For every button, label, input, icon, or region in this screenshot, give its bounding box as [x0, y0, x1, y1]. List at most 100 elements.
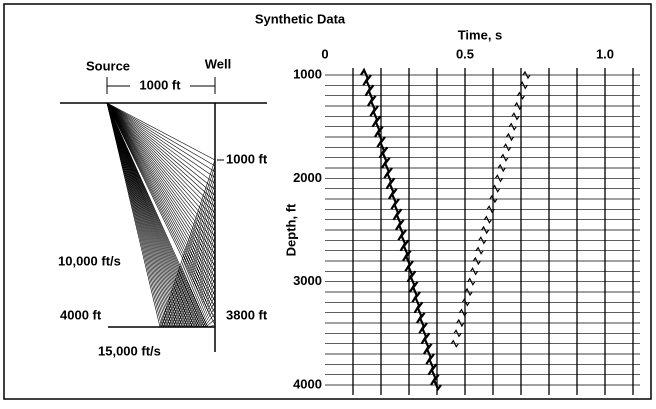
direct-arrival: [381, 160, 393, 175]
direct-arrival: [420, 336, 433, 350]
reflection: [483, 215, 492, 224]
reflected-ray: [106, 102, 216, 329]
direct-arrival: [416, 315, 428, 330]
direct-arrival: [388, 191, 400, 206]
direct-arrival: [378, 150, 391, 164]
ray: [106, 102, 216, 267]
x-tick-label: 0.5: [456, 46, 474, 61]
direct-arrival: [402, 253, 414, 268]
y-tick-label: 4000: [293, 376, 322, 391]
ray: [106, 102, 216, 261]
reflected-ray: [106, 102, 216, 328]
direct-arrival: [362, 77, 375, 92]
reflected-ray: [106, 102, 216, 328]
reflected-ray: [106, 102, 216, 328]
ray: [106, 102, 216, 302]
ray: [106, 102, 216, 173]
well-label: Well: [205, 56, 232, 71]
reflection: [494, 174, 503, 183]
ray: [106, 102, 216, 226]
bottom-depth-label: 3800 ft: [226, 307, 268, 322]
reflection: [453, 329, 462, 338]
x-tick-label: 0: [321, 46, 328, 61]
ray: [106, 102, 216, 202]
direct-arrival: [430, 377, 442, 392]
source-label: Source: [86, 58, 130, 73]
x-axis-label: Time, s: [458, 27, 503, 42]
ray: [106, 102, 216, 214]
ray: [106, 102, 216, 284]
ray: [106, 102, 216, 249]
seismic-section: Time, s Depth, ft 0 0.5 1.0 1000 2000 3000 400…: [283, 27, 640, 395]
reflected-ray: [106, 102, 216, 328]
reflection: [497, 163, 506, 173]
x-tick-label: 1.0: [596, 46, 614, 61]
direct-arrival: [423, 346, 435, 361]
reflected-ray: [106, 102, 216, 328]
y-tick-label: 1000: [293, 66, 322, 81]
reflected-ray: [106, 102, 216, 328]
ray: [106, 102, 216, 273]
direct-arrival: [404, 263, 417, 278]
reflected-ray: [106, 102, 216, 328]
direct-arrival: [395, 222, 407, 237]
reflected-ray: [106, 102, 216, 328]
reflected-ray: [106, 102, 216, 328]
ray: [106, 102, 216, 196]
reflection: [467, 277, 476, 286]
ray: [106, 102, 216, 255]
reflection: [492, 184, 501, 193]
lower-velocity-label: 15,000 ft/s: [98, 343, 161, 358]
direct-arrival: [392, 212, 405, 226]
direct-arrival: [409, 284, 421, 299]
reflection: [461, 298, 470, 307]
ray: [106, 102, 216, 243]
direct-arrival: [383, 170, 396, 185]
reflected-ray: [106, 102, 216, 328]
reflection: [522, 70, 531, 80]
ray: [106, 102, 216, 237]
reflection: [464, 287, 473, 297]
y-tick-label: 3000: [293, 273, 322, 288]
title: Synthetic Data: [255, 11, 346, 26]
direct-arrival: [374, 129, 386, 144]
reflection: [508, 122, 517, 131]
reflected-ray: [106, 102, 216, 328]
ray: [106, 102, 216, 208]
reflected-ray: [106, 102, 216, 329]
ray: [106, 102, 216, 231]
direct-arrival: [397, 232, 410, 247]
reflection: [456, 318, 465, 328]
reflected-ray: [106, 102, 216, 328]
ray: [106, 102, 216, 314]
reflected-ray: [106, 102, 216, 329]
reflection: [503, 143, 512, 152]
ray: [106, 102, 216, 190]
reflection: [478, 236, 487, 245]
direct-arrival: [413, 305, 426, 319]
reflection: [472, 256, 481, 266]
direct-arrival: [399, 243, 412, 257]
ray: [106, 102, 216, 161]
direct-arrival: [364, 88, 377, 102]
ray: [106, 102, 216, 279]
direct-arrival: [427, 367, 440, 381]
ray: [106, 102, 216, 178]
reflected-ray: [106, 102, 216, 329]
reflection: [489, 194, 498, 204]
reflected-ray: [106, 102, 216, 328]
direct-arrival: [418, 325, 431, 340]
reflection: [511, 112, 520, 121]
ray: [106, 102, 216, 326]
offset-label: 1000 ft: [139, 77, 181, 92]
reflection: [519, 81, 528, 90]
reflection: [459, 308, 468, 317]
interface-depth-label: 4000 ft: [60, 307, 102, 322]
reflection: [475, 246, 484, 255]
ray: [106, 102, 216, 320]
reflected-ray: [106, 102, 216, 328]
ray: [106, 102, 216, 167]
reflected-ray: [106, 102, 216, 329]
reflection: [514, 101, 523, 111]
direct-arrival: [385, 181, 398, 195]
